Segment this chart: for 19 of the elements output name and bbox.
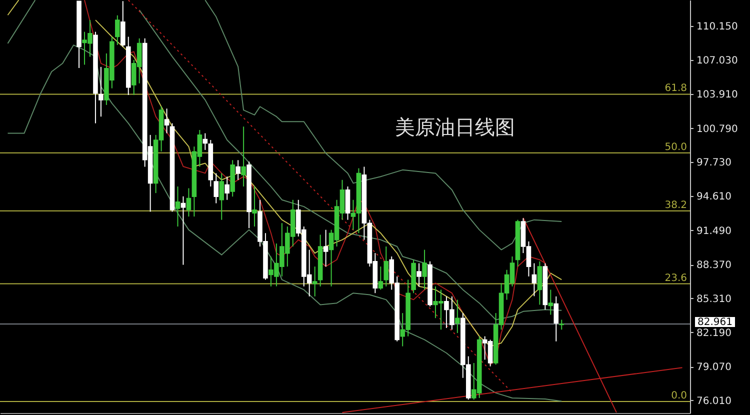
ref-line-label: 82.961 [698, 317, 732, 328]
y-tick-label: 100.790 [696, 124, 738, 135]
y-tick-label: 79.070 [696, 362, 732, 374]
y-tick-label: 91.490 [696, 226, 732, 237]
y-tick-label: 110.150 [696, 21, 738, 32]
y-tick-label: 94.610 [696, 192, 732, 203]
y-tick-label: 103.910 [696, 90, 738, 101]
annotation: 0.0 [671, 390, 687, 402]
text: 美原油日线图 [395, 115, 515, 139]
y-tick-label: 88.370 [696, 260, 732, 272]
annotation: 50.0 [664, 142, 687, 153]
y-tick-label: 82.190 [696, 328, 732, 339]
y-tick-label: 97.730 [696, 158, 732, 169]
y-tick-label: 107.030 [696, 56, 738, 67]
y-tick-label: 76.010 [696, 396, 732, 407]
annotation: 61.8 [664, 83, 687, 94]
y-tick-label: 85.310 [696, 294, 732, 305]
annotation: 38.2 [664, 200, 687, 211]
annotation: 23.6 [664, 272, 687, 284]
